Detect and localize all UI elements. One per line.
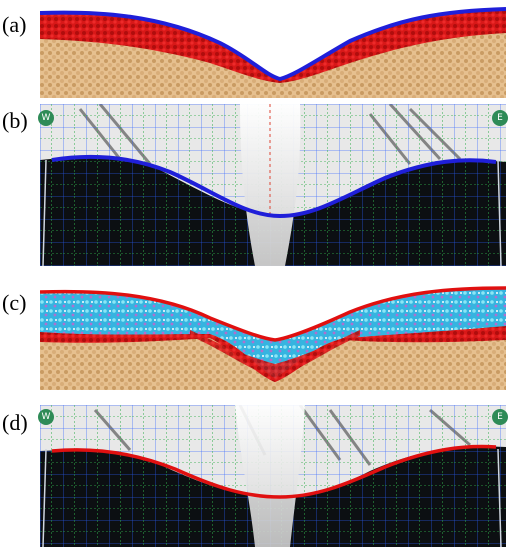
panel-b-svg [40,104,506,266]
cyan-particle-layer [40,288,506,378]
panel-label-d: (d) [2,410,28,435]
surface-profile-line [51,154,497,219]
panel-label-b: (b) [2,108,28,133]
panel-label-c: (c) [2,290,27,315]
panel-b-experiment: W E [38,104,508,266]
east-marker: E [492,409,508,425]
panel-label-a: (a) [2,12,27,37]
panel-a-simulation [40,3,506,98]
surface-profile-line [40,286,506,342]
panel-c-svg [40,282,506,390]
surface-profile-line [51,444,497,499]
panel-d-svg [40,405,506,547]
east-marker: E [492,110,508,126]
surface-profile-line [40,7,506,82]
red-particle-layer [40,326,506,382]
panel-a-svg [40,3,506,98]
west-marker: W [38,409,54,425]
west-marker: W [38,110,54,126]
panel-c-simulation [40,282,506,390]
panel-d-experiment: W E [38,405,508,547]
